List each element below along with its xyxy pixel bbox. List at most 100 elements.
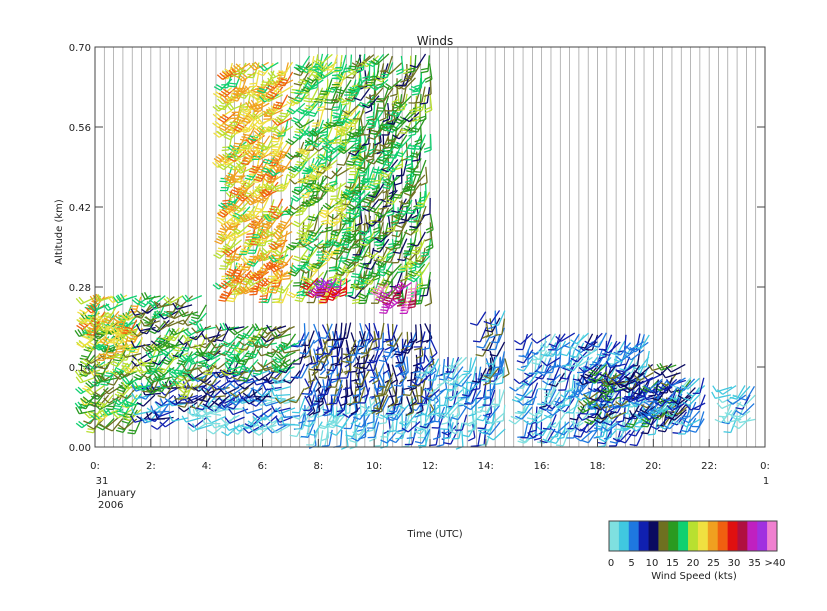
wind-barb [198, 395, 217, 409]
wind-barb [357, 330, 370, 348]
wind-barb [330, 222, 347, 237]
wind-barb [413, 262, 430, 277]
wind-barb [641, 402, 660, 416]
wind-barb [292, 397, 306, 414]
colorbar-swatch [628, 521, 639, 551]
wind-barb [404, 63, 422, 78]
colorbar: 0 5 10 15 20 25 30 35 >40 [608, 520, 786, 569]
wind-barb [146, 384, 166, 395]
wind-barb [294, 331, 310, 348]
wind-barb [370, 53, 390, 66]
wind-barb [124, 393, 142, 408]
wind-barb [423, 373, 436, 391]
wind-barb [482, 389, 496, 406]
wind-barb [555, 332, 576, 342]
wind-barb [597, 422, 617, 434]
wind-barb [735, 415, 756, 424]
wind-barb [432, 396, 441, 416]
wind-barb [340, 262, 360, 274]
wind-barb [409, 95, 418, 115]
wind-barb [342, 110, 361, 124]
wind-barb [588, 364, 607, 377]
wind-barb [130, 340, 151, 348]
wind-barb [375, 135, 390, 152]
wind-barb [351, 214, 361, 233]
wind-barb [679, 402, 692, 420]
wind-barb [412, 255, 431, 269]
wind-barb [373, 394, 389, 410]
wind-barb [485, 412, 505, 425]
wind-barb [232, 222, 251, 235]
wind-barb [588, 371, 607, 384]
wind-barb [357, 70, 370, 87]
wind-barb [566, 397, 580, 414]
wind-barb [166, 296, 180, 313]
wind-barb [298, 405, 306, 424]
wind-barb [192, 409, 212, 418]
wind-barb [212, 279, 233, 290]
wind-barb [612, 429, 632, 443]
wind-barb [441, 405, 460, 419]
wind-barb [252, 378, 273, 386]
wind-barb [418, 103, 427, 123]
wind-barb [368, 183, 385, 199]
date-year: 2006 [98, 500, 123, 511]
wind-barb [373, 322, 385, 341]
wind-barb [605, 360, 626, 369]
wind-barb [281, 416, 300, 426]
wind-barb [168, 414, 189, 422]
wind-barb [174, 384, 189, 401]
wind-barb [492, 358, 501, 377]
wind-barb [117, 293, 138, 302]
wind-barb [258, 142, 279, 151]
wind-barb [258, 286, 279, 296]
wind-barb [681, 410, 701, 424]
wind-barb [230, 366, 249, 381]
wind-barb [650, 417, 669, 430]
wind-barbs [74, 53, 756, 450]
wind-barb [365, 189, 384, 203]
wind-barb [479, 397, 496, 413]
wind-barb [150, 418, 170, 430]
wind-barb [716, 394, 737, 404]
wind-barb [406, 230, 418, 248]
wind-barb [624, 395, 645, 403]
wind-barb [130, 308, 151, 316]
colorbar-swatch [767, 521, 778, 551]
colorbar-tick-label: 35 [748, 558, 761, 569]
wind-barb [110, 353, 129, 368]
wind-barb [463, 414, 482, 427]
wind-barb [424, 94, 433, 114]
wind-barb [514, 389, 534, 401]
colorbar-swatch [737, 521, 748, 551]
wind-barb [372, 238, 390, 253]
wind-barb [422, 324, 431, 343]
wind-barb [351, 363, 361, 382]
wind-barb [584, 411, 602, 426]
wind-barb [318, 363, 334, 379]
wind-barb [306, 421, 323, 436]
wind-barb [496, 404, 506, 423]
wind-barb [261, 406, 281, 418]
wind-barb [367, 421, 380, 439]
wind-barb [399, 413, 417, 427]
wind-barb [397, 199, 413, 216]
wind-barb [542, 414, 557, 430]
date-month: January [97, 488, 136, 499]
wind-barb [666, 377, 686, 387]
wind-barb [362, 198, 380, 212]
wind-barb [463, 356, 477, 373]
wind-barb [395, 347, 408, 364]
wind-barb [342, 339, 351, 360]
wind-barb [230, 62, 251, 73]
wind-barb [388, 414, 399, 433]
wind-barb [397, 111, 417, 124]
wind-barb [382, 354, 390, 375]
wind-barb [426, 389, 445, 402]
wind-barb [441, 406, 450, 425]
wind-barb [415, 191, 431, 208]
wind-barb [292, 348, 306, 365]
wind-barb [274, 287, 289, 304]
wind-barb [162, 327, 180, 342]
wind-barb [548, 429, 566, 445]
